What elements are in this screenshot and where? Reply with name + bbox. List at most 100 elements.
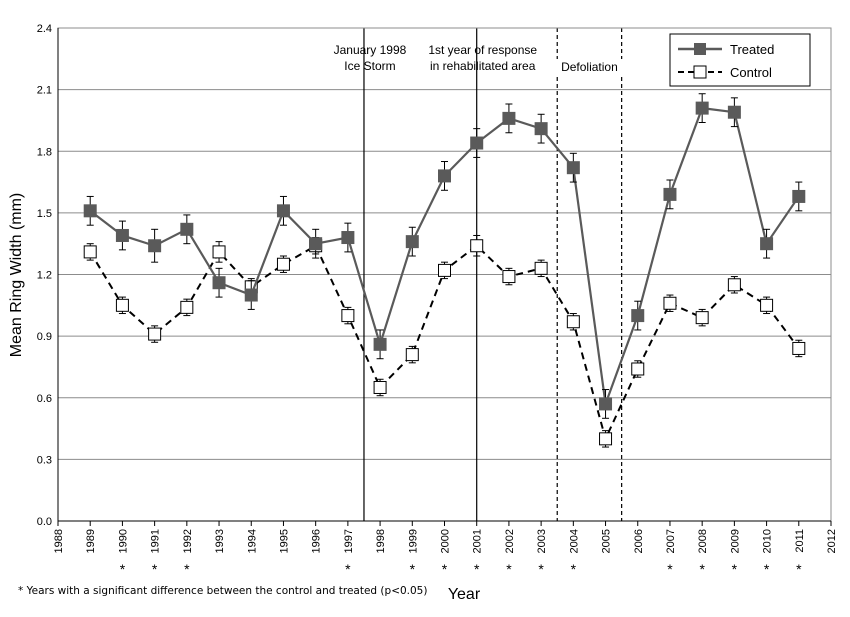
significance-marker: * — [732, 561, 738, 577]
y-tick-label: 1.8 — [37, 146, 52, 158]
data-point-treated — [470, 136, 484, 150]
data-point-treated — [599, 397, 613, 411]
data-point-control — [276, 257, 290, 271]
region-label-bg — [553, 59, 626, 75]
data-point-treated — [760, 237, 774, 251]
x-tick-label: 1997 — [343, 529, 355, 553]
x-tick-label: 2001 — [472, 529, 484, 553]
significance-marker: * — [571, 561, 577, 577]
x-tick-label: 2004 — [568, 529, 580, 553]
data-point-control — [599, 432, 613, 446]
series-line — [89, 106, 800, 405]
data-point-control — [760, 298, 774, 312]
data-point-treated — [83, 204, 97, 218]
x-tick-label: 1995 — [278, 529, 290, 553]
significance-marker: * — [506, 561, 512, 577]
event-label: 1st year of response — [428, 43, 537, 57]
data-point-treated — [438, 169, 451, 183]
x-tick-label: 1998 — [375, 529, 387, 553]
data-series — [83, 93, 806, 448]
data-point-treated — [309, 237, 323, 251]
x-tick-label: 1999 — [407, 529, 419, 553]
data-point-control — [534, 261, 548, 275]
data-point-treated — [534, 122, 548, 136]
significance-marker: * — [410, 561, 416, 577]
y-tick-label: 1.5 — [37, 208, 52, 220]
data-point-control — [792, 341, 806, 355]
data-point-control — [502, 270, 516, 284]
data-point-control — [566, 315, 580, 329]
data-point-treated — [212, 276, 226, 290]
y-tick-label: 0.9 — [37, 331, 52, 343]
significance-marker: * — [120, 561, 126, 577]
data-point-treated — [373, 337, 387, 351]
event-label: in rehabilitated area — [430, 59, 536, 73]
y-tick-label: 2.1 — [37, 85, 52, 97]
series-treated — [83, 93, 806, 419]
data-point-control — [212, 245, 226, 259]
data-point-treated — [663, 187, 677, 201]
legend-control-label: Control — [730, 65, 772, 80]
data-point-control — [148, 327, 162, 341]
data-point-treated — [115, 228, 129, 242]
data-point-treated — [341, 231, 355, 245]
y-tick-label: 0.6 — [37, 393, 52, 405]
significance-marker: * — [764, 561, 770, 577]
data-point-treated — [405, 235, 419, 249]
y-tick-label: 0.3 — [37, 454, 52, 466]
data-point-treated — [244, 288, 258, 302]
data-point-treated — [180, 222, 194, 236]
data-point-treated — [792, 189, 806, 203]
legend-control-marker — [693, 65, 707, 79]
region-label: Defoliation — [561, 60, 618, 74]
x-tick-label: 1989 — [85, 529, 97, 553]
data-point-treated — [502, 111, 516, 125]
data-point-control — [341, 309, 355, 323]
data-point-control — [663, 296, 677, 310]
x-tick-label: 2008 — [697, 529, 709, 553]
data-point-treated — [148, 239, 162, 253]
x-tick-label: 2005 — [601, 529, 613, 553]
significance-marker: * — [538, 561, 544, 577]
y-tick-label: 2.4 — [37, 23, 52, 35]
x-tick-label: 1990 — [117, 529, 129, 553]
y-tick-label: 1.2 — [37, 270, 52, 282]
x-tick-label: 2006 — [633, 529, 645, 553]
significance-marker: * — [184, 561, 190, 577]
data-point-control — [470, 239, 484, 253]
series-control — [83, 234, 806, 448]
x-tick-label: 2011 — [794, 529, 806, 553]
data-point-control — [695, 311, 709, 325]
x-tick-label: 2012 — [826, 529, 838, 553]
y-axis-title: Mean Ring Width (mm) — [8, 193, 25, 357]
data-point-treated — [566, 161, 580, 175]
x-tick-label: 1993 — [214, 529, 226, 553]
data-point-control — [180, 300, 194, 314]
x-tick-label: 2010 — [762, 529, 774, 553]
x-tick-label: 1992 — [182, 529, 194, 553]
significance-marker: * — [796, 561, 802, 577]
data-point-control — [373, 380, 387, 394]
legend: Treated Control — [669, 33, 811, 87]
data-point-control — [438, 263, 451, 277]
significance-marker: * — [345, 561, 351, 577]
x-axis-title: Year — [448, 586, 481, 603]
event-label: Ice Storm — [344, 59, 395, 73]
footnote: * Years with a significant difference be… — [18, 585, 427, 597]
x-tick-label: 1991 — [150, 529, 162, 553]
x-tick-label: 2007 — [665, 529, 677, 553]
data-point-treated — [631, 309, 645, 323]
significance-marker: * — [699, 561, 705, 577]
event-label: January 1998 — [334, 43, 407, 57]
x-tick-label: 1996 — [311, 529, 323, 553]
data-point-control — [115, 298, 129, 312]
y-tick-label: 0.0 — [37, 516, 52, 528]
significance-marker: * — [152, 561, 158, 577]
legend-box — [669, 33, 811, 87]
x-tick-label: 2002 — [504, 529, 516, 553]
x-tick-label: 1988 — [53, 529, 65, 553]
data-point-control — [405, 348, 419, 362]
legend-treated-marker — [694, 43, 706, 55]
data-point-control — [631, 362, 645, 376]
